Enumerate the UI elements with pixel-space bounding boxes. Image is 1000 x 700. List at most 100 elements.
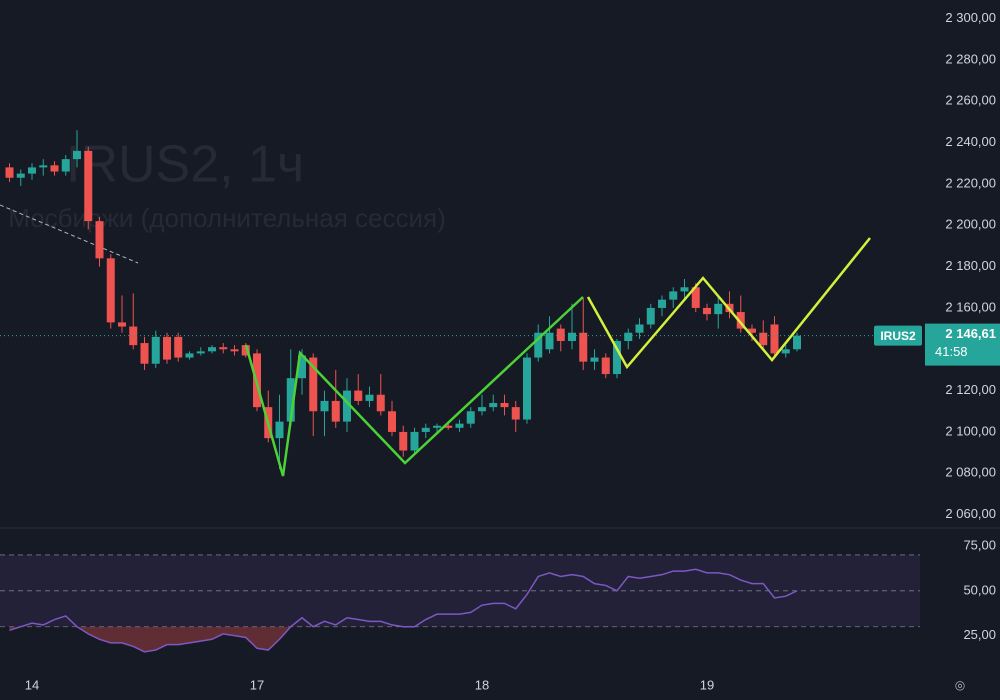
zigzag-drawing [244,296,584,477]
candle-body [5,167,14,178]
watermark-subtitle: с Мосбиржи (дополнительная сессия) [0,203,446,233]
symbol-badge [874,325,922,346]
candle-body [399,431,408,451]
candle-body [376,394,385,412]
candle-body [331,400,340,422]
x-tick-label: 18 [475,677,489,692]
candle-body [433,425,441,428]
y2-tick-label: 25,00 [963,627,996,642]
rsi-line [9,568,798,653]
candle-body [354,390,363,401]
candle-body [129,326,138,346]
y-tick-label: 2 180,00 [945,258,996,273]
candle-body [601,357,610,375]
candle-body [16,173,25,178]
candle-body [568,332,576,341]
countdown-label: 41:58 [935,344,968,359]
candle-body [478,407,486,412]
zigzag-drawing [586,237,871,370]
candle-body [28,167,36,174]
candle-body [624,332,633,341]
candle-body [196,351,205,354]
candle-body [151,336,160,364]
y2-tick-label: 50,00 [963,582,996,597]
symbol-label: IRUS2 [880,329,916,343]
candle-body [230,349,239,352]
watermark: IRUS2, 1ч [66,136,304,194]
candle-body [140,343,149,364]
last-price-label: 2 146,61 [945,326,996,341]
candle-body [759,332,768,346]
candle-body [781,349,790,354]
candle-body [61,159,70,172]
candle-body [309,357,318,412]
settings-icon[interactable]: ◎ [955,678,965,692]
y-tick-label: 2 260,00 [945,93,996,108]
price-badge [925,323,1000,366]
candle-body [714,303,723,315]
candle-body [748,328,756,333]
candle-body [241,345,250,356]
x-tick-label: 17 [250,677,264,692]
candle-body [534,332,543,358]
candle-body [219,347,228,350]
candle-body [95,221,104,259]
candle-body [410,431,419,451]
candle-body [298,355,306,379]
candle-body [736,312,745,329]
x-tick-label: 14 [25,677,39,692]
y-tick-label: 2 160,00 [945,299,996,314]
y-tick-label: 2 220,00 [945,175,996,190]
y-tick-label: 2 240,00 [945,134,996,149]
candle-body [658,299,666,308]
candle-body [793,335,801,350]
candle-body [50,165,59,172]
candle-body [163,336,171,360]
candle-body [500,403,509,408]
candle-body [421,427,430,432]
candle-body [185,353,194,358]
candle-body [511,407,520,420]
candle-body [106,258,115,323]
candle-body [73,150,81,160]
candle-body [579,332,588,362]
candle-body [208,347,216,352]
candle-body [691,287,700,308]
candle-body [635,324,644,333]
candle-body [680,287,689,292]
candle-body [613,341,621,375]
y-tick-label: 2 300,00 [945,10,996,25]
candle-body [84,150,93,222]
candle-body [545,332,554,350]
candle-body [174,336,183,358]
candle-body [466,411,475,424]
candle-body [343,390,351,422]
candle-body [556,328,565,341]
candle-body [275,421,284,439]
x-tick-label: 19 [700,677,714,692]
trend-line [0,204,139,264]
oversold-fill [9,626,797,652]
y-tick-label: 2 100,00 [945,423,996,438]
y-tick-label: 2 200,00 [945,217,996,232]
y-tick-label: 2 120,00 [945,382,996,397]
candle-body [669,291,678,300]
candle-body [39,165,48,168]
y2-tick-label: 75,00 [963,537,996,552]
y-tick-label: 2 080,00 [945,465,996,480]
candle-body [523,357,531,420]
y-tick-label: 2 280,00 [945,51,996,66]
candle-body [703,307,711,315]
candle-body [388,411,396,432]
candle-body [489,403,498,408]
y-tick-label: 2 060,00 [945,506,996,521]
candle-body [286,378,295,422]
candle-body [444,425,453,428]
candle-body [646,307,655,325]
candle-body [365,394,374,401]
candle-body [770,324,779,354]
candle-body [320,400,329,412]
candle-body [455,423,464,428]
